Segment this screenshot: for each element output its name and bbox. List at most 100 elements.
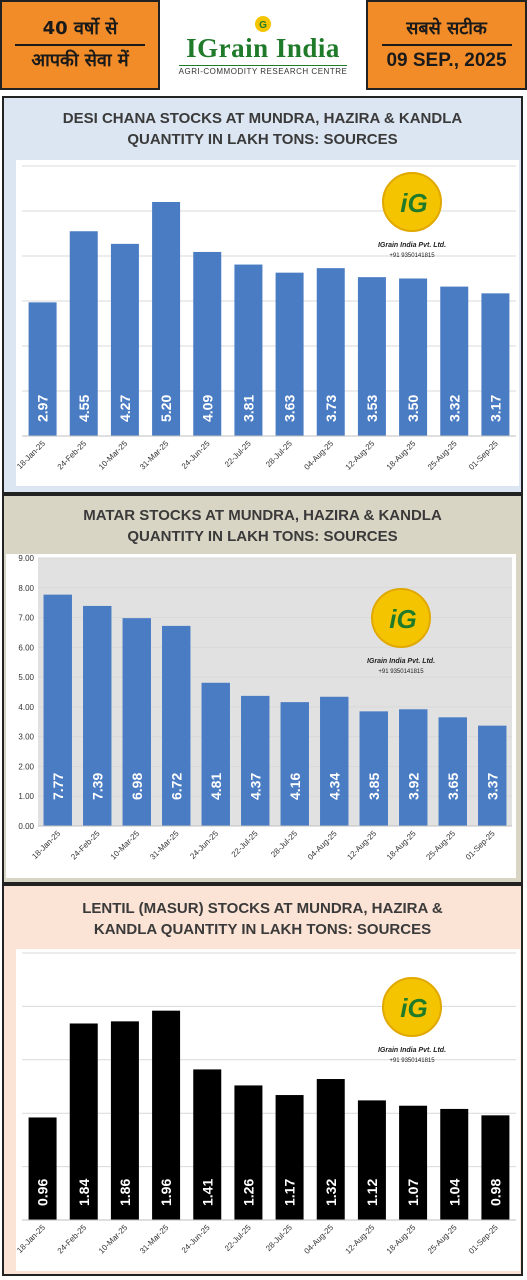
data-label: 1.04 [446, 1179, 462, 1206]
x-tick-label: 18-Aug-25 [385, 1223, 418, 1256]
x-tick-label: 28-Jul-25 [264, 1223, 294, 1253]
data-label: 4.81 [208, 773, 224, 800]
watermark-phone: +91 9350141815 [389, 253, 435, 259]
bar [275, 272, 304, 436]
data-label: 0.96 [35, 1179, 51, 1206]
bar [234, 264, 263, 436]
brand-logo: G IGrain India AGRI-COMMODITY RESEARCH C… [160, 0, 366, 90]
x-tick-label: 31-Mar-25 [138, 1223, 171, 1256]
data-label: 6.72 [168, 773, 184, 800]
data-label: 3.85 [366, 773, 382, 800]
x-tick-label: 04-Aug-25 [302, 439, 335, 472]
accuracy-tagline: सबसे सटीक [406, 18, 487, 39]
x-tick-label: 25-Aug-25 [424, 829, 457, 862]
matar-plot-area: 0.00 1.00 2.00 3.00 4.00 5.00 6.00 7.00 8.00 9.00… [6, 554, 516, 878]
x-tick-label: 01-Sep-25 [467, 1223, 500, 1256]
bar [399, 1105, 428, 1220]
plot-background [38, 558, 512, 826]
chart-title-line2: KANDLA QUANTITY IN LAKH TONS: SOURCES [93, 921, 432, 938]
header: 40 वर्षो से आपकी सेवा में G IGrain India… [0, 0, 527, 96]
chart-title-line1: MATAR STOCKS AT MUNDRA, HAZIRA & KANDLA [83, 507, 442, 524]
y-tick-label: 1.00 [18, 792, 34, 801]
report-date: 09 SEP., 2025 [386, 50, 507, 71]
date-box: सबसे सटीक 09 SEP., 2025 [366, 0, 527, 90]
data-label: 3.92 [405, 773, 421, 800]
data-label: 1.26 [240, 1179, 256, 1206]
data-label: 4.55 [76, 395, 92, 422]
x-tick-label: 10-Mar-25 [109, 829, 142, 862]
data-label: 1.86 [117, 1179, 133, 1206]
data-label: 3.63 [282, 395, 298, 422]
bar [399, 709, 428, 826]
x-tick-label: 12-Aug-25 [344, 439, 377, 472]
watermark-logo-icon [382, 977, 442, 1037]
bar [275, 1095, 304, 1220]
watermark-logo-letters: iG [389, 604, 416, 634]
data-label: 2.97 [35, 395, 51, 422]
x-tick-label: 25-Aug-25 [426, 439, 459, 472]
bar [110, 1021, 139, 1220]
data-label: 1.84 [76, 1179, 92, 1206]
watermark-logo: iG IGrain India Pvt. Ltd. +91 9350141815 [378, 172, 446, 259]
watermark-phone: +91 9350141815 [378, 669, 424, 675]
y-tick-label: 5.00 [18, 673, 34, 682]
data-label: 4.34 [326, 773, 342, 800]
lentil-plot-area: iG IGrain India Pvt. Ltd. +91 9350141815 0.… [15, 949, 520, 1271]
x-tick-label: 28-Jul-25 [264, 439, 294, 469]
data-label: 3.81 [240, 395, 256, 422]
x-tick-label: 04-Aug-25 [302, 1223, 335, 1256]
lentil-bar-chart: iG IGrain India Pvt. Ltd. +91 9350141815 0.… [15, 952, 516, 1256]
watermark-logo-icon [382, 172, 442, 232]
watermark-logo: iG IGrain India Pvt. Ltd. +91 9350141815 [367, 588, 435, 675]
watermark-phone: +91 9350141815 [389, 1058, 435, 1064]
bar [478, 725, 507, 826]
y-tick-label: 0.00 [18, 822, 34, 831]
data-label: 3.65 [445, 773, 461, 800]
bar [234, 1085, 263, 1220]
chana-stocks-panel: DESI CHANA STOCKS AT MUNDRA, HAZIRA & KA… [2, 96, 523, 494]
data-label: 3.73 [323, 395, 339, 422]
y-tick-label: 7.00 [18, 614, 34, 623]
bar [316, 268, 345, 436]
brand-subtitle: AGRI-COMMODITY RESEARCH CENTRE [178, 64, 348, 76]
bar [440, 286, 469, 436]
data-label: 1.12 [364, 1179, 380, 1206]
watermark-logo: iG IGrain India Pvt. Ltd. +91 9350141815 [378, 977, 446, 1064]
y-tick-label: 8.00 [18, 584, 34, 593]
x-tick-label: 24-Jun-25 [188, 829, 220, 861]
bar [357, 277, 386, 436]
chart-title-line2: QUANTITY IN LAKH TONS: SOURCES [127, 131, 398, 148]
data-label: 0.98 [487, 1179, 503, 1206]
tagline-line1: 40 वर्षो से [42, 18, 118, 39]
y-tick-label: 3.00 [18, 733, 34, 742]
bar [316, 1079, 345, 1220]
data-label: 3.53 [364, 395, 380, 422]
x-tick-label: 24-Feb-25 [56, 1223, 89, 1256]
x-tick-label: 18-Aug-25 [385, 439, 418, 472]
chana-bar-chart: iG IGrain India Pvt. Ltd. +91 9350141815 2.… [15, 165, 516, 472]
bar [280, 702, 309, 826]
data-label: 4.27 [117, 395, 133, 422]
bar [201, 682, 230, 826]
bar [122, 618, 151, 826]
x-tick-label: 01-Sep-25 [464, 829, 497, 862]
x-tick-label: 18-Jan-25 [16, 439, 47, 471]
tagline-box: 40 वर्षो से आपकी सेवा में [0, 0, 160, 90]
data-label: 1.32 [323, 1179, 339, 1206]
x-tick-label: 22-Jul-25 [223, 439, 253, 469]
tagline-divider [15, 44, 145, 46]
data-label: 4.09 [199, 395, 215, 422]
data-label: 7.39 [89, 773, 105, 800]
data-label: 1.96 [158, 1179, 174, 1206]
y-tick-label: 6.00 [18, 643, 34, 652]
x-tick-label: 31-Mar-25 [148, 829, 181, 862]
grain-logo-icon: G [255, 15, 271, 32]
bar [320, 696, 349, 826]
chart-title-line1: LENTIL (MASUR) STOCKS AT MUNDRA, HAZIRA … [82, 900, 443, 917]
bar [399, 278, 428, 436]
y-tick-label: 2.00 [18, 762, 34, 771]
bar [110, 243, 139, 436]
svg-text:G: G [259, 20, 267, 31]
data-label: 4.16 [287, 773, 303, 800]
data-label: 1.41 [199, 1179, 215, 1206]
